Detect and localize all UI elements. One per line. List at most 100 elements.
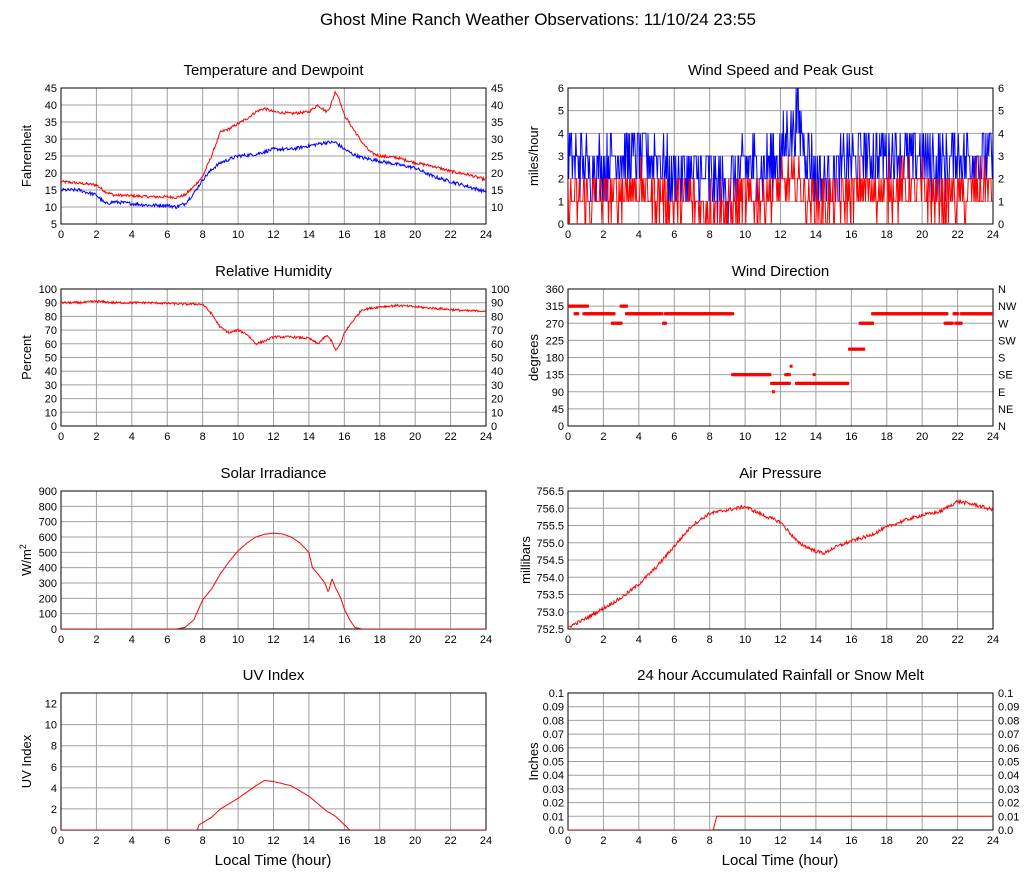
y-tick-label: 800 xyxy=(39,501,57,513)
chart-title: Air Pressure xyxy=(739,465,822,482)
y-tick-label: 80 xyxy=(45,311,57,323)
y-tick-label: 10 xyxy=(45,202,57,214)
x-tick-label: 4 xyxy=(636,229,642,241)
y-tick-label: 400 xyxy=(39,563,57,575)
plot-frame xyxy=(60,692,487,831)
right-tick-label: 90 xyxy=(491,298,503,310)
series-line-2 xyxy=(568,155,993,224)
wind-direction-point xyxy=(956,312,960,316)
y-tick-label: 0.04 xyxy=(543,770,564,782)
x-tick-label: 12 xyxy=(774,835,786,847)
y-tick-label: 35 xyxy=(45,117,57,129)
plot-area xyxy=(61,532,486,629)
y-tick-label: 900 xyxy=(39,486,57,498)
x-tick-label: 2 xyxy=(600,634,606,646)
series-line-1 xyxy=(61,532,486,629)
x-tick-label: 2 xyxy=(600,229,606,241)
right-tick-label: E xyxy=(998,387,1005,399)
x-tick-label: 6 xyxy=(164,634,170,646)
y-tick-label: 6 xyxy=(558,83,564,95)
y-tick-label: 30 xyxy=(45,380,57,392)
right-tick-label: 0.04 xyxy=(998,770,1019,782)
right-tick-label: 100 xyxy=(491,284,509,296)
right-tick-label: 0.0 xyxy=(998,825,1013,837)
right-tick-label: 0.03 xyxy=(998,784,1019,796)
x-tick-label: 6 xyxy=(164,229,170,241)
y-tick-label: 0.1 xyxy=(549,688,564,700)
y-tick-label: 25 xyxy=(45,151,57,163)
x-tick-label: 24 xyxy=(987,634,999,646)
y-tick-label: 4 xyxy=(558,128,564,140)
x-tick-label: 10 xyxy=(739,835,751,847)
x-tick-label: 4 xyxy=(129,634,135,646)
right-tick-label: SE xyxy=(998,370,1013,382)
x-tick-label: 22 xyxy=(951,634,963,646)
x-tick-label: 14 xyxy=(810,634,822,646)
right-tick-label: 0.01 xyxy=(998,811,1019,823)
x-tick-label: 0 xyxy=(565,229,571,241)
x-tick-label: 14 xyxy=(810,835,822,847)
y-tick-label: 12 xyxy=(45,699,57,711)
x-tick-label: 20 xyxy=(409,431,421,443)
x-tick-label: 4 xyxy=(636,835,642,847)
x-tick-label: 12 xyxy=(267,431,279,443)
right-tick-label: 35 xyxy=(491,117,503,129)
right-tick-label: N xyxy=(998,284,1006,296)
chart-title: UV Index xyxy=(243,667,305,684)
wind-direction-point xyxy=(576,312,580,316)
right-tick-label: 0.06 xyxy=(998,743,1019,755)
y-tick-label: 700 xyxy=(39,517,57,529)
chart-title: Solar Irradiance xyxy=(221,465,327,482)
plot-frame xyxy=(567,490,994,630)
x-tick-label: 8 xyxy=(200,431,206,443)
y-tick-label: 45 xyxy=(45,83,57,95)
y-tick-label: 0 xyxy=(558,421,564,433)
y-tick-label: 8 xyxy=(51,741,57,753)
wind-direction-point xyxy=(846,381,850,385)
y-tick-label: 0 xyxy=(51,624,57,636)
y-tick-label: 3 xyxy=(558,151,564,163)
wind-direction-point xyxy=(624,304,628,308)
plot-frame xyxy=(567,288,994,427)
y-tick-label: 0.02 xyxy=(543,798,564,810)
x-tick-label: 6 xyxy=(671,431,677,443)
y-tick-label: 754.5 xyxy=(536,555,564,567)
y-axis-label-superscript: 2 xyxy=(18,544,28,549)
y-tick-label: 90 xyxy=(45,298,57,310)
x-tick-label: 8 xyxy=(707,634,713,646)
x-tick-label: 16 xyxy=(338,431,350,443)
wind-direction-point xyxy=(585,304,589,308)
y-tick-label: 0.06 xyxy=(543,743,564,755)
y-axis-label: millibars xyxy=(518,536,533,584)
x-tick-label: 16 xyxy=(338,634,350,646)
wind-direction-point xyxy=(950,321,954,325)
chart-title: Wind Direction xyxy=(732,263,830,280)
y-tick-label: 135 xyxy=(546,370,564,382)
y-axis-label: miles/hour xyxy=(526,125,541,186)
y-tick-label: 30 xyxy=(45,134,57,146)
y-tick-label: 0.08 xyxy=(543,715,564,727)
right-tick-label: 0 xyxy=(998,219,1004,231)
wind-direction-point xyxy=(812,373,816,377)
plot-area xyxy=(61,89,486,210)
right-tick-label: S xyxy=(998,353,1005,365)
x-tick-label: 20 xyxy=(916,634,928,646)
y-tick-label: 6 xyxy=(51,762,57,774)
y-tick-label: 754.0 xyxy=(536,572,564,584)
right-tick-label: 0.09 xyxy=(998,702,1019,714)
x-tick-label: 18 xyxy=(881,431,893,443)
right-tick-label: N xyxy=(998,421,1006,433)
x-tick-label: 24 xyxy=(987,431,999,443)
wind-direction-point xyxy=(787,373,791,377)
right-tick-label: 20 xyxy=(491,394,503,406)
y-tick-label: 50 xyxy=(45,353,57,365)
y-tick-label: 20 xyxy=(45,394,57,406)
plot-area xyxy=(568,498,993,628)
x-tick-label: 18 xyxy=(881,634,893,646)
y-tick-label: 753.5 xyxy=(536,590,564,602)
x-tick-label: 24 xyxy=(480,431,492,443)
wind-direction-point xyxy=(871,321,875,325)
